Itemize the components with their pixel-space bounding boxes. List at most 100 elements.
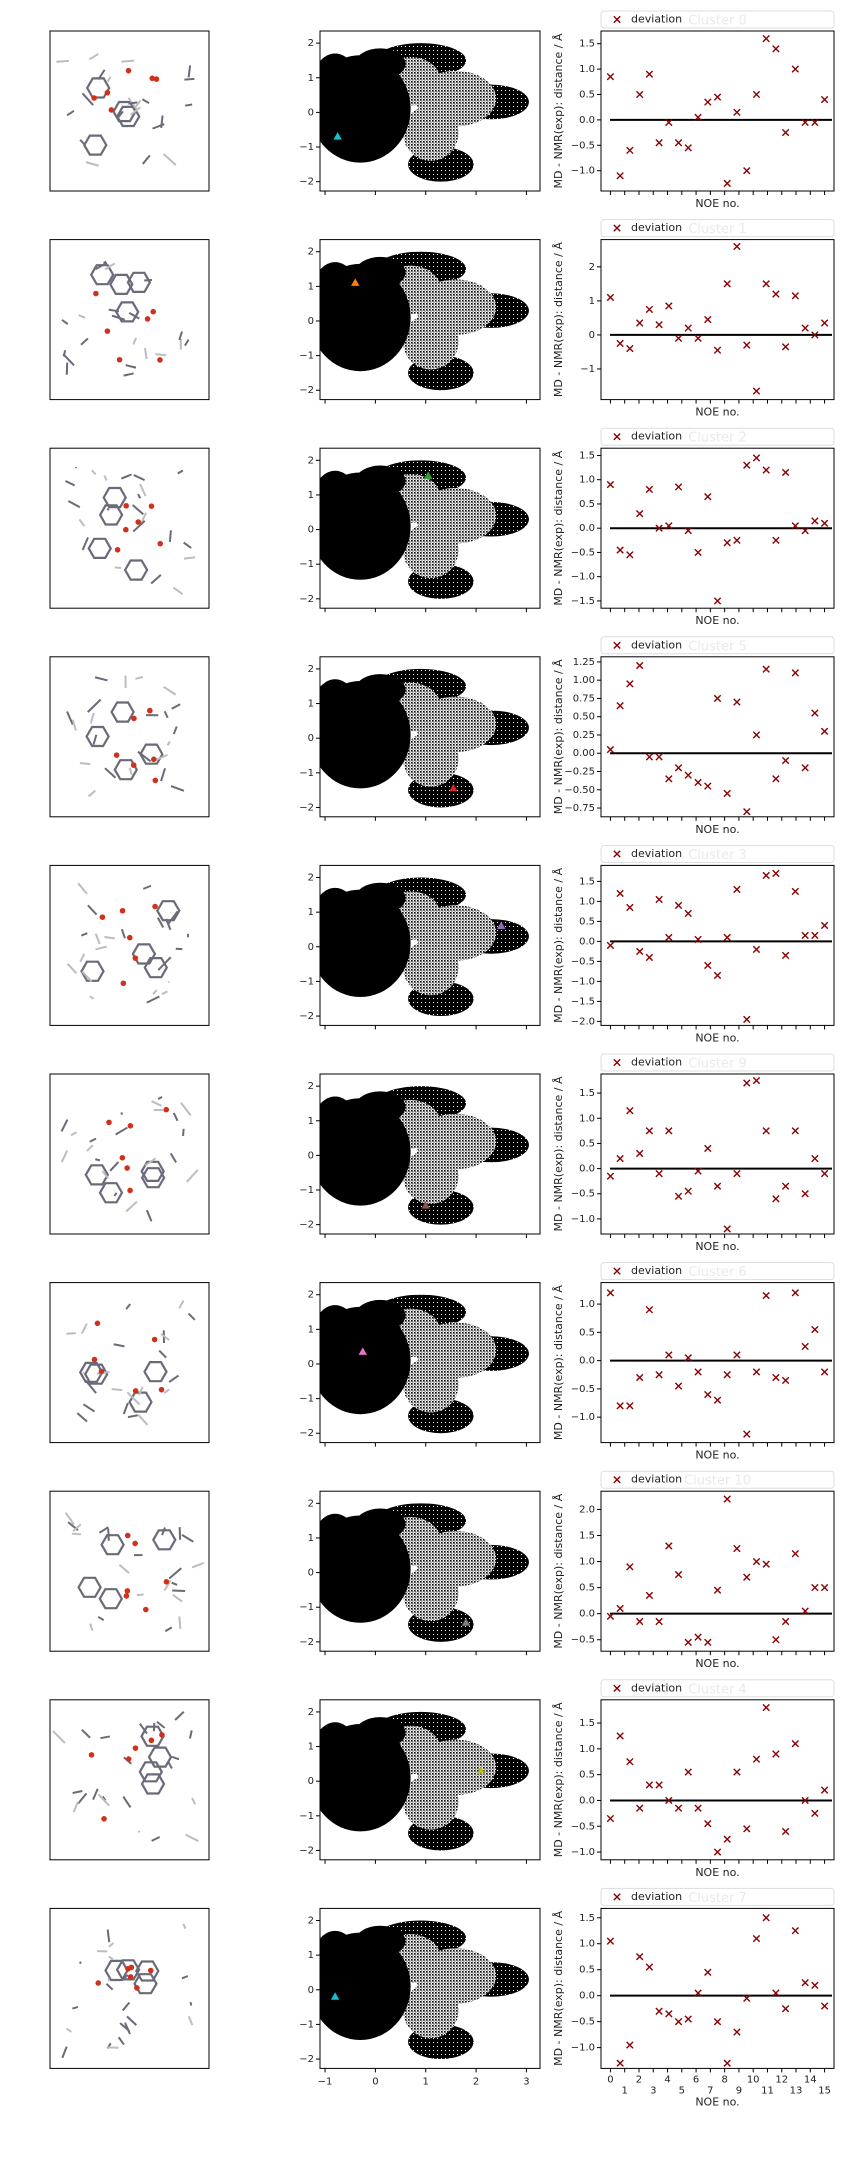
y-tick-label: −1 xyxy=(299,1185,314,1196)
y-tick-label: −1.0 xyxy=(571,976,595,987)
deviation-point xyxy=(646,1128,652,1134)
molecule-panel xyxy=(50,1908,209,2068)
deviation-point xyxy=(627,345,633,351)
y-tick-label: 1 xyxy=(589,296,595,307)
molecule-atom xyxy=(152,904,158,910)
y-tick-label: −1.5 xyxy=(571,596,595,607)
y-tick-label: 1.5 xyxy=(579,1530,595,1541)
deviation-point xyxy=(802,932,808,938)
y-axis-label: MD - NMR(exp): distance / Å xyxy=(552,1910,565,2065)
y-tick-label: −2 xyxy=(299,1220,314,1231)
molecule-atom xyxy=(124,1165,130,1171)
deviation-point xyxy=(695,1634,701,1640)
density-region xyxy=(403,314,458,369)
deviation-point xyxy=(705,1820,711,1826)
density-region xyxy=(355,1926,405,1957)
y-tick-label: 1 xyxy=(308,1324,314,1335)
y-tick-label: 0 xyxy=(308,316,314,327)
y-tick-label: 1.0 xyxy=(579,1744,595,1755)
molecule-atom xyxy=(127,1188,133,1194)
molecule-bond xyxy=(172,1590,185,1591)
deviation-point xyxy=(782,1377,788,1383)
deviation-point xyxy=(636,1954,642,1960)
deviation-point xyxy=(627,552,633,558)
y-tick-label: 0 xyxy=(308,1568,314,1579)
deviation-point xyxy=(792,66,798,72)
molecule-bond xyxy=(95,1159,100,1160)
plot-frame xyxy=(601,657,834,817)
density-region xyxy=(310,1722,360,1798)
density-region xyxy=(355,257,405,288)
molecule-atom xyxy=(145,316,151,322)
y-axis-label: MD - NMR(exp): distance / Å xyxy=(552,1702,565,1857)
y-tick-label: −1 xyxy=(299,768,314,779)
molecule-bond xyxy=(191,2002,192,2006)
y-tick-label: 2 xyxy=(308,247,314,258)
deviation-point xyxy=(607,1815,613,1821)
deviation-point xyxy=(675,140,681,146)
y-tick-label: 1.0 xyxy=(579,64,595,75)
deviation-point xyxy=(802,1191,808,1197)
y-tick-label: 0.5 xyxy=(579,499,595,510)
deviation-point xyxy=(773,870,779,876)
deviation-point xyxy=(763,281,769,287)
molecule-atom xyxy=(95,1980,101,1986)
deviation-point xyxy=(812,710,818,716)
molecule-atom xyxy=(150,309,156,315)
molecule-atom xyxy=(123,527,129,533)
molecule-panel xyxy=(50,1074,209,1234)
density-region xyxy=(355,1509,405,1540)
x-tick-label: 8 xyxy=(721,2074,727,2085)
deviation-point xyxy=(812,1982,818,1988)
deviation-point xyxy=(695,1369,701,1375)
deviation-point xyxy=(656,1618,662,1624)
deviation-point xyxy=(607,942,613,948)
deviation-point xyxy=(675,2018,681,2024)
deviation-point xyxy=(714,1183,720,1189)
deviation-point xyxy=(812,1584,818,1590)
y-tick-label: 0.50 xyxy=(573,712,595,723)
deviation-point xyxy=(675,335,681,341)
deviation-point xyxy=(705,1391,711,1397)
deviation-point xyxy=(753,1369,759,1375)
density-region xyxy=(403,731,458,786)
molecule-bond xyxy=(183,1129,184,1136)
deviation-point xyxy=(607,74,613,80)
molecule-atom xyxy=(151,757,157,763)
molecule-panel xyxy=(50,448,209,608)
molecule-bond xyxy=(107,508,108,510)
molecule-atom xyxy=(120,1155,126,1161)
molecule-atom xyxy=(95,1320,101,1326)
y-tick-label: −2 xyxy=(299,1637,314,1648)
molecule-atom xyxy=(152,1337,158,1343)
deviation-point xyxy=(821,1584,827,1590)
deviation-point xyxy=(734,1170,740,1176)
y-tick-label: 0.0 xyxy=(579,115,595,126)
molecule-bond xyxy=(161,115,162,127)
x-axis-label: NOE no. xyxy=(695,1240,739,1253)
deviation-point xyxy=(666,776,672,782)
deviation-point xyxy=(617,1403,623,1409)
density-region xyxy=(310,262,360,338)
molecule-bond xyxy=(137,1594,144,1595)
x-tick-label: −1 xyxy=(318,2076,333,2087)
y-tick-label: −1.0 xyxy=(571,166,595,177)
legend-label: deviation xyxy=(631,1890,682,1903)
deviation-point xyxy=(627,1108,633,1114)
legend-label: deviation xyxy=(631,430,682,443)
y-tick-label: 1.00 xyxy=(573,675,595,686)
deviation-point xyxy=(753,732,759,738)
density-region xyxy=(355,1091,405,1122)
y-tick-label: 0.5 xyxy=(579,1770,595,1781)
x-tick-label: 1 xyxy=(622,2085,628,2096)
deviation-point xyxy=(714,972,720,978)
molecule-atom xyxy=(125,1588,131,1594)
legend-label: deviation xyxy=(631,1681,682,1694)
deviation-point xyxy=(656,140,662,146)
deviation-point xyxy=(744,462,750,468)
y-tick-label: 1.5 xyxy=(579,39,595,50)
y-tick-label: 0.00 xyxy=(573,748,595,759)
deviation-point xyxy=(734,109,740,115)
y-tick-label: −1.0 xyxy=(571,1214,595,1225)
